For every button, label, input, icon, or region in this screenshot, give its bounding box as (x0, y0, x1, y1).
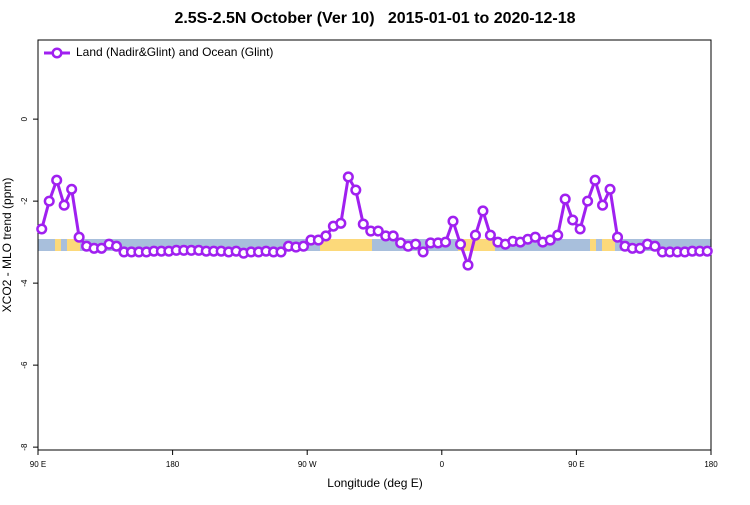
data-point (275, 246, 287, 258)
data-point (649, 240, 661, 252)
data-point (454, 238, 467, 250)
chart-title: 2.5S-2.5N October (Ver 10) 2015-01-01 to… (174, 10, 575, 27)
data-point (36, 223, 48, 235)
data-point (410, 238, 422, 250)
data-point (597, 199, 609, 211)
data-point (357, 218, 369, 230)
y-tick-label: -6 (20, 361, 29, 369)
data-point (43, 195, 55, 207)
data-point (350, 184, 362, 196)
x-tick-label: 90 E (568, 460, 584, 469)
data-point (372, 225, 384, 237)
data-point (417, 246, 429, 258)
data-point (469, 229, 482, 241)
data-point (604, 183, 616, 195)
data-point (297, 240, 310, 252)
y-tick-label: -2 (20, 197, 29, 205)
data-point (701, 245, 713, 257)
data-point (484, 229, 496, 241)
y-tick-label: -8 (20, 443, 29, 451)
data-point (529, 231, 541, 243)
x-tick-label: 180 (166, 460, 180, 469)
x-tick-label: 90 W (298, 460, 317, 469)
plot-frame (37, 39, 712, 451)
data-point (462, 259, 474, 271)
data-point (387, 230, 399, 242)
y-tick-label: 0 (20, 116, 29, 121)
data-point (320, 230, 332, 242)
data-point (110, 240, 123, 252)
data-point (552, 229, 564, 241)
legend-marker (51, 47, 63, 59)
data-point (574, 223, 586, 235)
data-point (544, 234, 556, 246)
data-point (335, 217, 347, 229)
data-point (567, 214, 579, 226)
data-point (582, 195, 594, 207)
data-point (73, 231, 85, 243)
data-point (51, 174, 63, 186)
data-point (439, 236, 452, 248)
data-point (589, 174, 601, 186)
data-point (477, 205, 489, 217)
data-point (447, 215, 459, 227)
data-point (66, 183, 78, 195)
data-point (58, 199, 70, 211)
data-point (342, 171, 354, 183)
y-tick-label: -4 (20, 279, 29, 287)
y-axis-label: XCO2 - MLO trend (ppm) (0, 178, 14, 313)
x-tick-label: 90 E (30, 460, 46, 469)
data-point (611, 231, 624, 243)
legend-label: Land (Nadir&Glint) and Ocean (Glint) (76, 45, 273, 59)
x-tick-label: 180 (704, 460, 718, 469)
x-tick-label: 0 (440, 460, 445, 469)
x-axis-label: Longitude (deg E) (327, 476, 422, 490)
data-point (559, 193, 571, 205)
